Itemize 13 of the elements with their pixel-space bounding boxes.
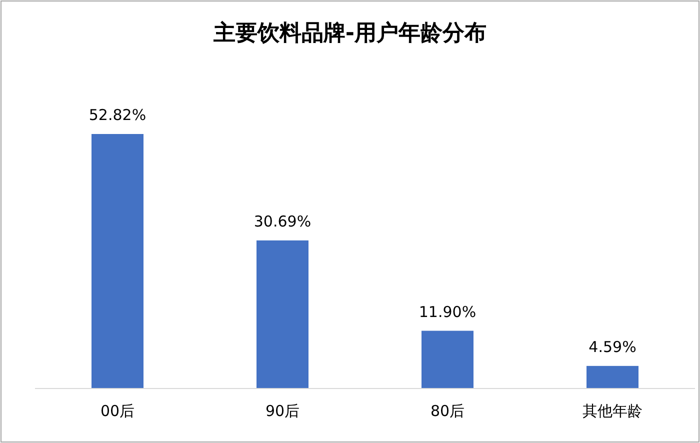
data-label: 52.82% <box>88 106 146 124</box>
chart-title: 主要饮料品牌-用户年龄分布 <box>212 20 487 46</box>
x-tick-label: 90后 <box>265 402 300 420</box>
bar <box>92 134 144 388</box>
x-tick-label: 其他年龄 <box>582 402 642 420</box>
x-tick-label: 00后 <box>100 402 135 420</box>
data-label: 30.69% <box>254 212 312 230</box>
bar <box>256 240 308 388</box>
x-tick-label: 80后 <box>430 402 465 420</box>
data-label: 11.90% <box>418 302 476 321</box>
bar <box>422 330 474 388</box>
data-label: 4.59% <box>588 338 636 356</box>
bar <box>586 366 638 388</box>
